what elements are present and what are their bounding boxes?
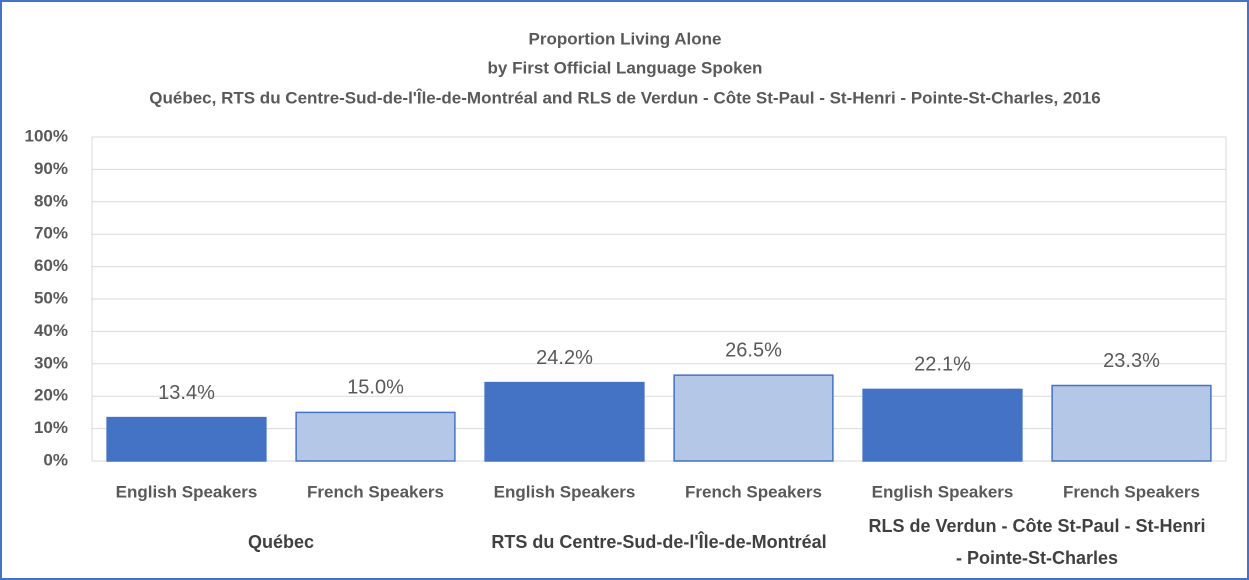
group-label: Québec (247, 532, 315, 552)
y-tick-label: 70% (34, 224, 68, 243)
y-tick-label: 80% (34, 191, 68, 210)
y-tick-label: 40% (34, 321, 68, 340)
bar (106, 416, 267, 462)
chart-subtitle: by First Official Language Spoken (488, 58, 763, 77)
x-tick-label: English Speakers (494, 482, 636, 501)
y-tick-label: 0% (43, 450, 68, 469)
y-tick-label: 10% (34, 418, 68, 437)
y-tick-label: 30% (34, 353, 68, 372)
x-tick-label: French Speakers (307, 482, 444, 501)
x-tick-label: English Speakers (872, 482, 1014, 501)
bar (673, 374, 834, 462)
y-tick-label: 100% (25, 126, 68, 145)
y-tick-label: 60% (34, 256, 68, 275)
chart-subtitle: Québec, RTS du Centre-Sud-de-l'Île-de-Mo… (149, 88, 1100, 107)
x-tick-label: English Speakers (116, 482, 258, 501)
value-label: 24.2% (536, 347, 593, 369)
y-tick-label: 20% (34, 386, 68, 405)
value-label: 15.0% (347, 377, 404, 399)
group-label: RTS du Centre-Sud-de-l'Île-de-Montréal (491, 532, 827, 552)
bar (484, 381, 645, 462)
bar (295, 411, 456, 462)
bar (862, 388, 1023, 462)
value-label: 23.3% (1103, 350, 1160, 372)
bar (1051, 384, 1212, 462)
group-label: RLS de Verdun - Côte St-Paul - St-Henri … (868, 516, 1206, 568)
chart-title: Proportion Living Alone (529, 29, 722, 48)
value-label: 26.5% (725, 339, 782, 361)
x-tick-label: French Speakers (685, 482, 822, 501)
x-tick-label: French Speakers (1063, 482, 1200, 501)
value-label: 13.4% (158, 382, 215, 404)
y-tick-label: 90% (34, 159, 68, 178)
y-tick-label: 50% (34, 288, 68, 307)
value-label: 22.1% (914, 354, 971, 376)
